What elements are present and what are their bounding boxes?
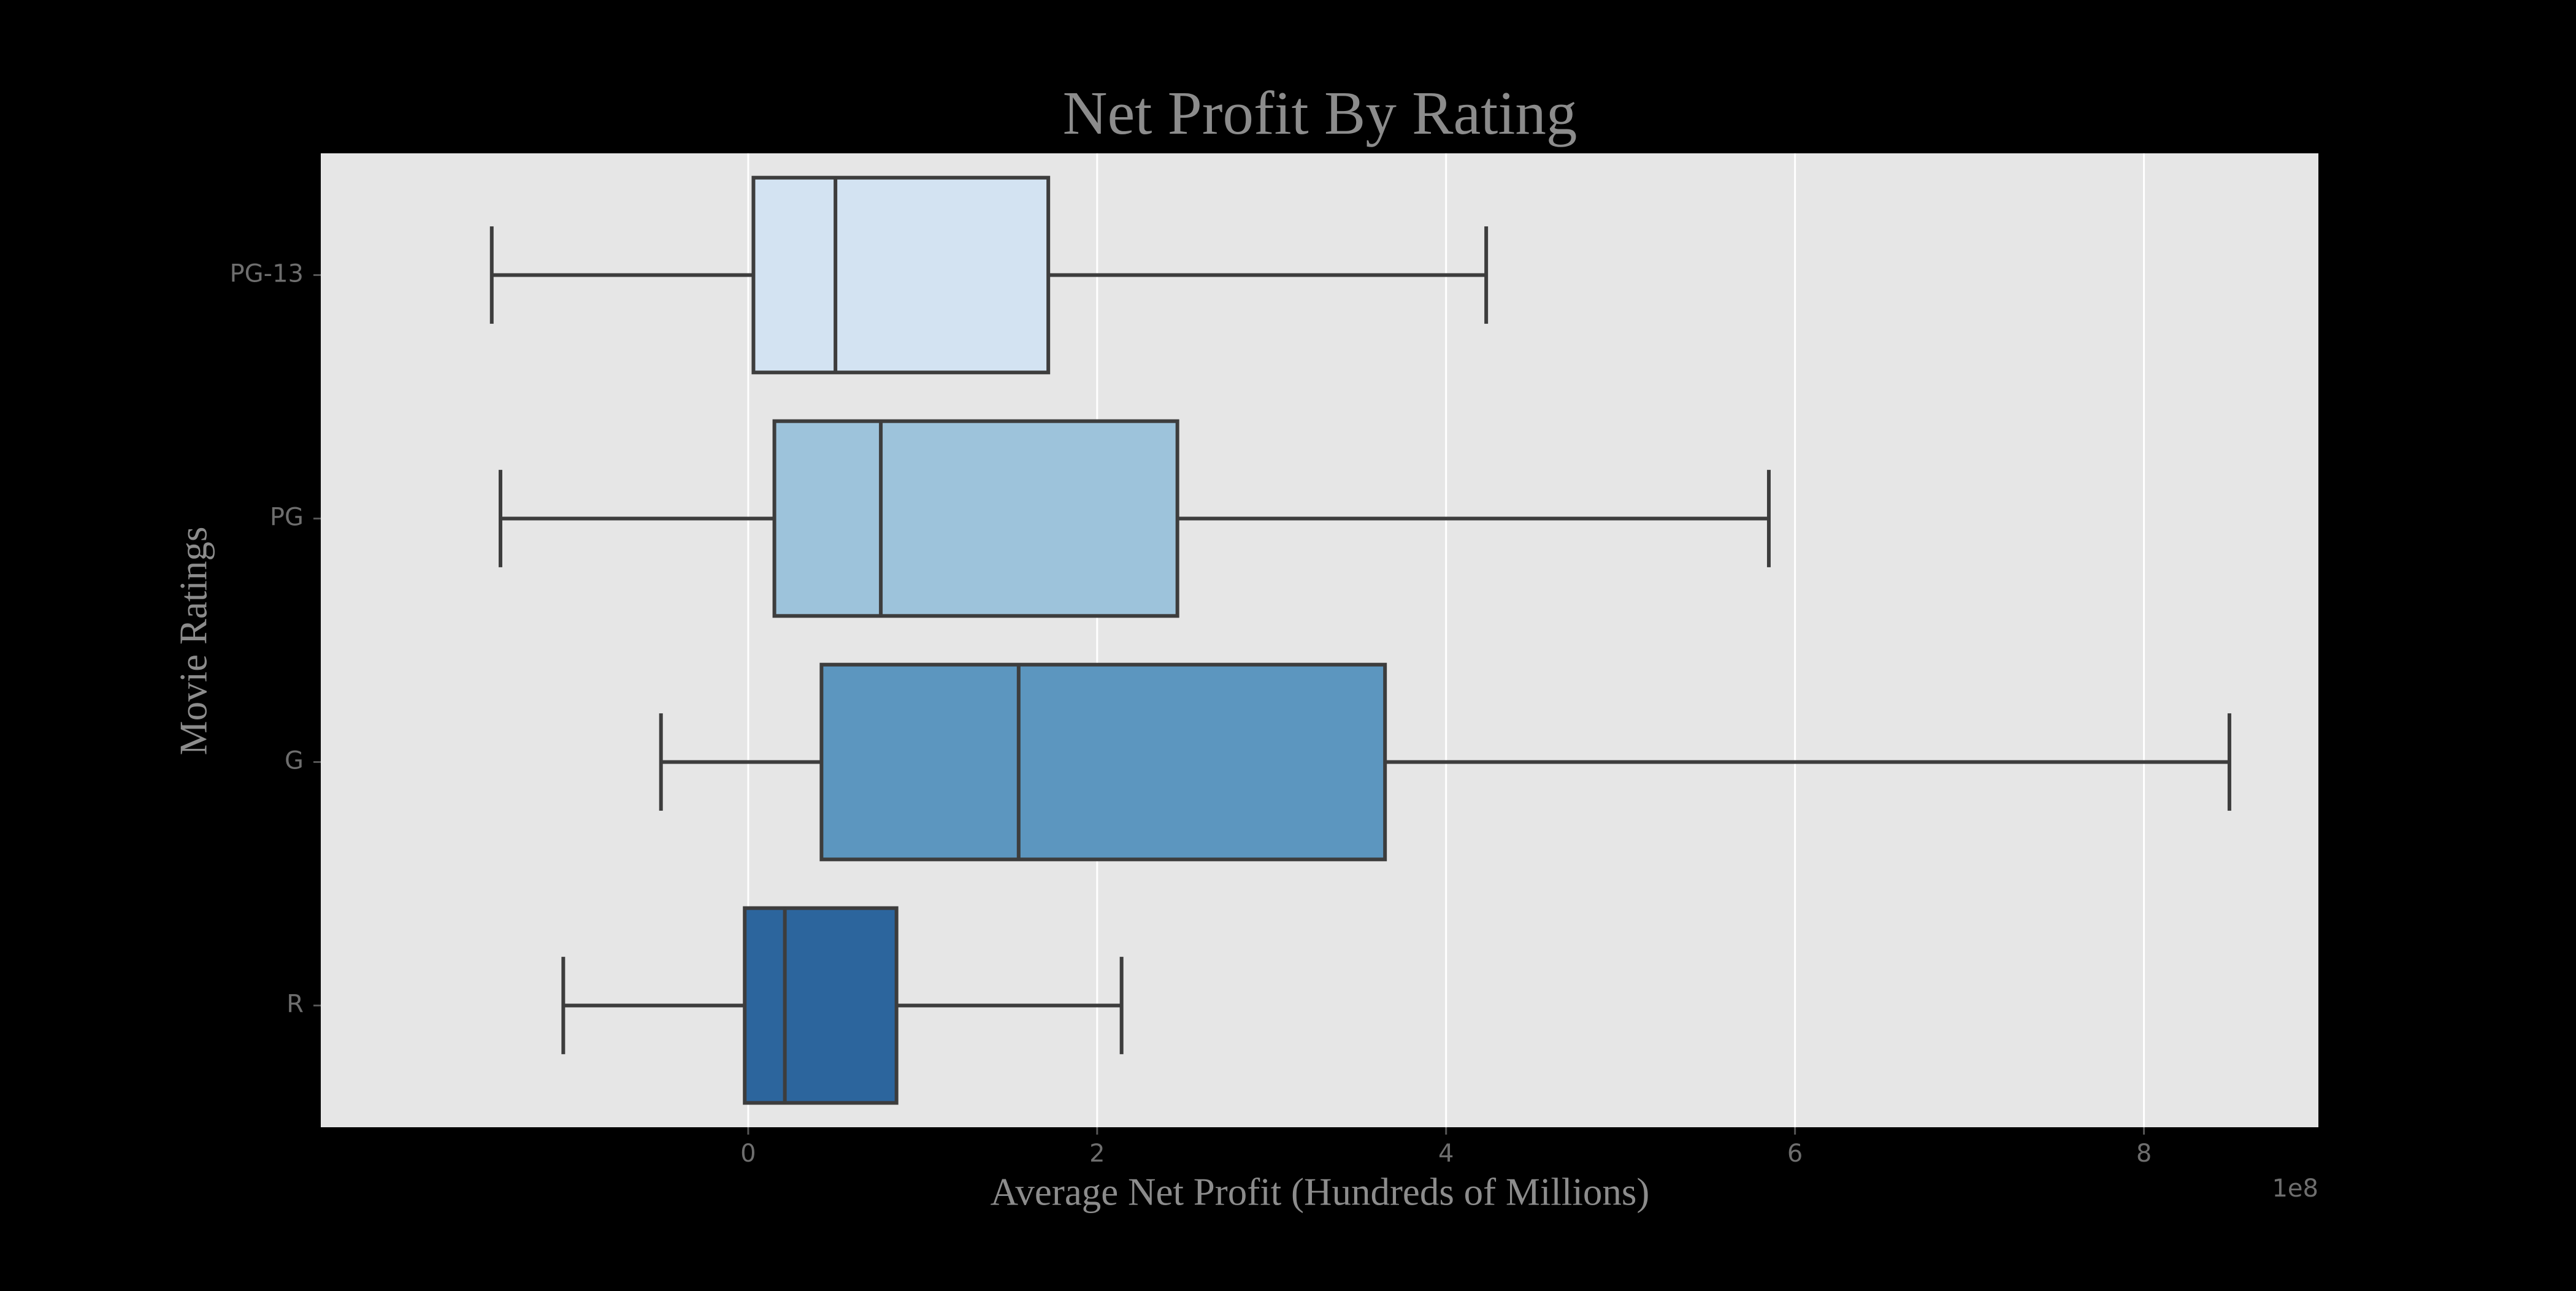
- box-r: [561, 906, 1124, 1105]
- box-pg: [498, 419, 1771, 618]
- box-iqr: [819, 662, 1387, 862]
- box-plots: [489, 175, 2231, 1105]
- x-axis-label: Average Net Profit (Hundreds of Millions…: [991, 1170, 1650, 1213]
- y-tick-label: R: [286, 990, 304, 1019]
- chart-title: Net Profit By Rating: [1063, 79, 1577, 147]
- box-iqr: [751, 175, 1051, 375]
- box-g: [659, 662, 2231, 862]
- x-tick-label: 6: [1787, 1140, 1803, 1168]
- x-tick-label: 0: [740, 1140, 756, 1168]
- x-tick-label: 4: [1438, 1140, 1454, 1168]
- tick-labels: 0 2 4 6 8 PG-13 PG G R: [230, 260, 2152, 1168]
- plot-area: [321, 153, 2318, 1127]
- y-tick-label: G: [285, 747, 304, 775]
- y-tick-label: PG-13: [230, 260, 304, 288]
- box-iqr: [772, 419, 1179, 618]
- y-tick-label: PG: [270, 504, 304, 532]
- x-axis-offset-label: 1e8: [2272, 1174, 2318, 1203]
- x-tick-label: 8: [2136, 1140, 2152, 1168]
- y-axis-label: Movie Ratings: [172, 527, 215, 756]
- box-pg-13: [489, 175, 1489, 375]
- x-tick-label: 2: [1089, 1140, 1105, 1168]
- box-iqr: [743, 906, 899, 1105]
